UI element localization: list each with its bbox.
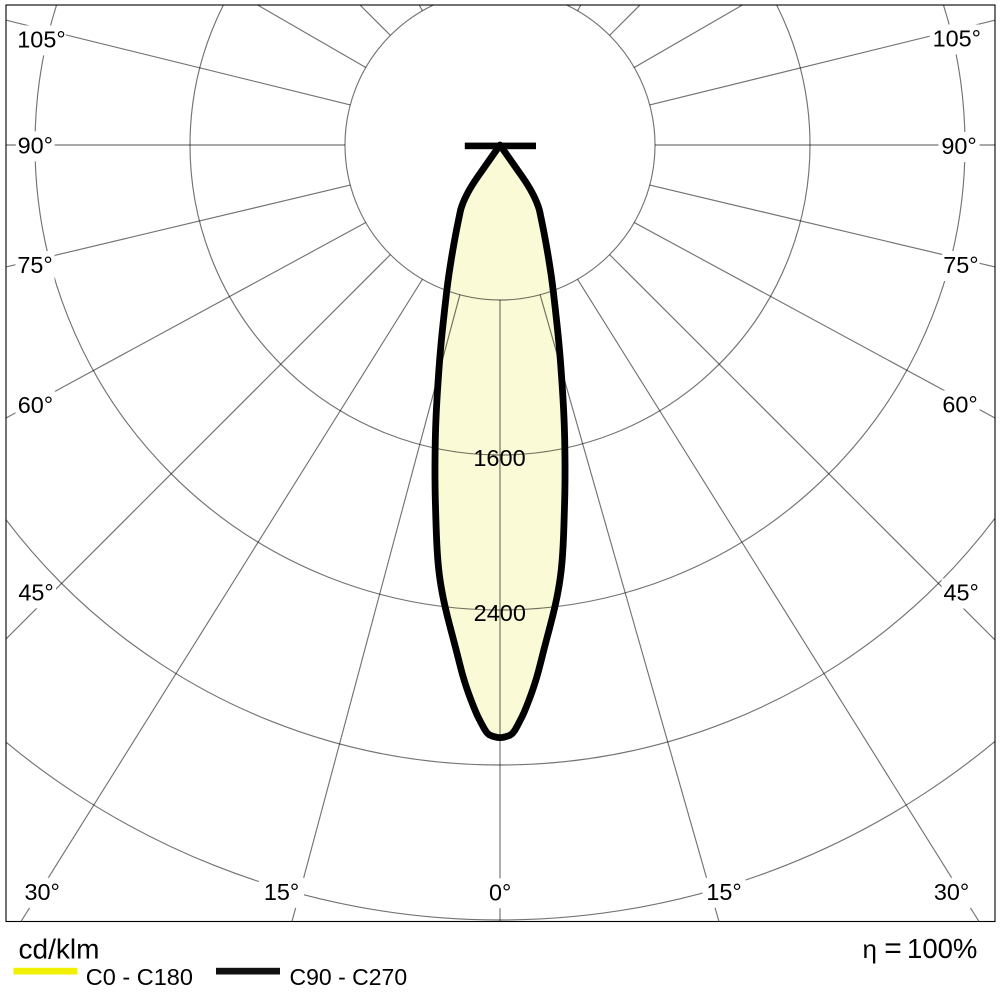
svg-text:105°: 105°	[933, 26, 981, 52]
svg-text:30°: 30°	[25, 879, 60, 905]
svg-text:cd/klm: cd/klm	[19, 934, 100, 965]
svg-text:90°: 90°	[18, 132, 53, 158]
svg-text:η =: η =	[863, 932, 902, 965]
svg-text:30°: 30°	[934, 879, 969, 905]
svg-text:2400: 2400	[474, 600, 526, 626]
svg-text:75°: 75°	[943, 252, 978, 278]
svg-text:C0 - C180: C0 - C180	[86, 964, 193, 990]
svg-text:15°: 15°	[264, 879, 299, 905]
svg-text:1600: 1600	[473, 445, 525, 471]
svg-text:60°: 60°	[18, 392, 53, 418]
svg-text:60°: 60°	[942, 392, 977, 418]
svg-text:15°: 15°	[706, 879, 741, 905]
svg-text:0°: 0°	[489, 879, 511, 905]
svg-text:C90 - C270: C90 - C270	[290, 964, 408, 990]
svg-text:100%: 100%	[907, 933, 977, 964]
svg-text:75°: 75°	[17, 252, 52, 278]
svg-text:90°: 90°	[941, 133, 976, 159]
svg-text:45°: 45°	[18, 579, 53, 605]
svg-text:45°: 45°	[944, 580, 979, 606]
svg-text:105°: 105°	[17, 26, 65, 52]
